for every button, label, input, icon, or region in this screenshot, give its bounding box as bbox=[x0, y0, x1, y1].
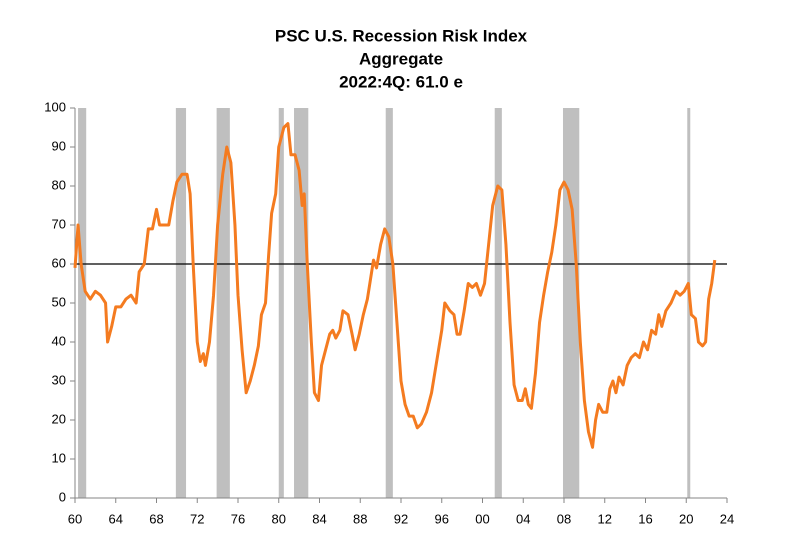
x-tick-label: 12 bbox=[598, 511, 612, 526]
recession-band bbox=[175, 108, 187, 498]
recession-band bbox=[278, 108, 284, 498]
y-tick-label: 0 bbox=[59, 489, 66, 504]
y-tick-label: 60 bbox=[52, 255, 66, 270]
chart-title: PSC U.S. Recession Risk Index bbox=[275, 26, 528, 45]
x-tick-label: 76 bbox=[231, 511, 245, 526]
y-tick-label: 50 bbox=[52, 294, 66, 309]
x-tick-label: 88 bbox=[353, 511, 367, 526]
y-tick-label: 20 bbox=[52, 411, 66, 426]
x-tick-label: 16 bbox=[638, 511, 652, 526]
x-tick-label: 20 bbox=[679, 511, 693, 526]
chart-annotation: 2022:4Q: 61.0 e bbox=[339, 72, 463, 91]
y-tick-label: 100 bbox=[44, 99, 66, 114]
y-tick-label: 30 bbox=[52, 372, 66, 387]
x-tick-label: 04 bbox=[516, 511, 530, 526]
y-tick-label: 40 bbox=[52, 333, 66, 348]
y-tick-label: 80 bbox=[52, 177, 66, 192]
x-tick-label: 00 bbox=[475, 511, 489, 526]
recession-band bbox=[294, 108, 309, 498]
recession-band bbox=[78, 108, 87, 498]
x-tick-label: 68 bbox=[149, 511, 163, 526]
y-tick-label: 10 bbox=[52, 450, 66, 465]
y-tick-label: 90 bbox=[52, 138, 66, 153]
x-tick-label: 60 bbox=[68, 511, 82, 526]
recession-band bbox=[494, 108, 502, 498]
x-tick-label: 80 bbox=[272, 511, 286, 526]
x-tick-label: 64 bbox=[109, 511, 123, 526]
chart-subtitle: Aggregate bbox=[359, 49, 443, 68]
recession-band bbox=[385, 108, 393, 498]
x-tick-label: 08 bbox=[557, 511, 571, 526]
x-tick-label: 24 bbox=[720, 511, 734, 526]
y-tick-label: 70 bbox=[52, 216, 66, 231]
x-tick-label: 92 bbox=[394, 511, 408, 526]
series-line bbox=[73, 122, 717, 449]
x-tick-label: 84 bbox=[312, 511, 326, 526]
recession-band bbox=[562, 108, 580, 498]
x-tick-label: 96 bbox=[435, 511, 449, 526]
x-tick-label: 72 bbox=[190, 511, 204, 526]
